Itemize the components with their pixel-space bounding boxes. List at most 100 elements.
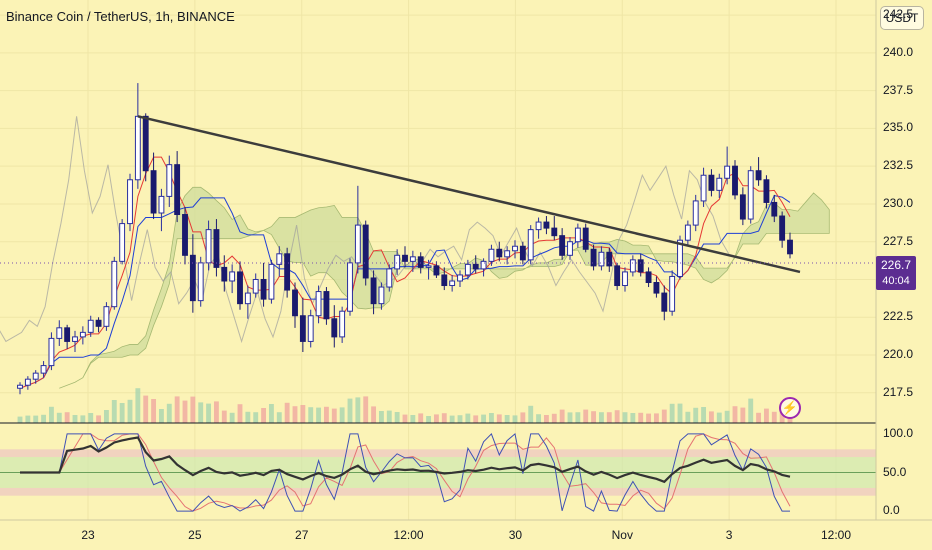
- candle-body: [362, 224, 369, 279]
- candle-body: [755, 170, 762, 181]
- candle-body: [17, 384, 23, 389]
- candle-body: [488, 248, 495, 262]
- volume-bar: [441, 413, 447, 423]
- candle-body: [779, 215, 786, 241]
- candle-body: [299, 315, 306, 342]
- candle-body: [771, 201, 778, 217]
- time-tick-label: 12:00: [393, 528, 424, 542]
- candle-body: [166, 164, 173, 197]
- candle-body: [645, 271, 652, 284]
- candle-body: [158, 195, 165, 214]
- cloud-area: [59, 186, 830, 389]
- volume-bar: [386, 410, 392, 423]
- lightning-icon[interactable]: ⚡: [779, 397, 801, 419]
- volume-bar: [394, 412, 400, 423]
- candle-body: [567, 241, 573, 256]
- candle-body: [229, 271, 236, 282]
- candle-body: [292, 289, 298, 317]
- candle-body: [205, 229, 212, 264]
- rsi-pane: [0, 432, 876, 512]
- volume-bar: [41, 414, 47, 423]
- volume-bar: [559, 409, 565, 423]
- candle-body: [307, 315, 314, 342]
- price-tick-label: 230.0: [883, 195, 914, 210]
- candle-body: [127, 179, 133, 225]
- candle-body: [747, 170, 754, 220]
- candle-body: [40, 365, 47, 374]
- currency-button[interactable]: USDT: [880, 6, 924, 30]
- volume-bar: [284, 402, 290, 423]
- candle-body: [197, 262, 204, 302]
- candle-body: [527, 229, 534, 261]
- volume-bar: [229, 412, 235, 423]
- candle-body: [174, 164, 181, 216]
- volume-bar: [33, 415, 39, 423]
- candle-body: [182, 214, 188, 256]
- candle-body: [692, 200, 699, 226]
- time-tick-label: 23: [81, 528, 95, 542]
- candlesticks: [17, 83, 793, 395]
- volume-bar: [520, 412, 526, 423]
- volume-bar: [528, 405, 534, 423]
- last-price-value: 226.7: [880, 258, 912, 272]
- candle-body: [433, 265, 440, 276]
- volume-bar: [371, 406, 377, 423]
- volume-bar: [111, 400, 117, 423]
- volume-bar: [433, 414, 439, 423]
- grid-lines: [0, 0, 876, 520]
- candle-body: [629, 259, 636, 273]
- price-tick-label: 242.5: [883, 7, 914, 22]
- volume-bar: [190, 396, 196, 423]
- candle-body: [315, 291, 322, 317]
- candle-body: [386, 268, 393, 288]
- candle-body: [551, 227, 558, 237]
- price-tick-label: 222.5: [883, 309, 914, 324]
- volume-bar: [221, 410, 227, 423]
- volume-bar: [323, 406, 329, 423]
- volume-bar: [771, 411, 777, 423]
- volume-bar: [48, 406, 54, 423]
- symbol-title: Binance Coin / TetherUS, 1h, BINANCE: [6, 9, 235, 24]
- volume-bar: [598, 412, 604, 423]
- candle-body: [142, 115, 149, 172]
- volume-bar: [716, 412, 722, 423]
- volume-bar: [64, 412, 70, 423]
- candle-body: [464, 263, 471, 276]
- volume-bar: [763, 408, 769, 423]
- candle-body: [284, 253, 291, 291]
- volume-bar: [677, 403, 683, 423]
- volume-bar: [449, 415, 455, 423]
- candle-body: [354, 224, 361, 264]
- candle-body: [512, 245, 518, 252]
- volume-bar: [685, 411, 691, 423]
- price-tick-label: 232.5: [883, 158, 914, 173]
- candle-body: [72, 336, 78, 342]
- volume-bar: [481, 414, 487, 423]
- rsi-line: [20, 436, 791, 484]
- candle-body: [402, 254, 408, 262]
- volume-bar: [496, 414, 502, 423]
- candle-body: [64, 327, 71, 342]
- volume-bar: [575, 412, 581, 423]
- candle-body: [150, 170, 157, 214]
- trendline: [137, 115, 801, 274]
- volume-bar: [292, 406, 298, 423]
- candle-body: [622, 271, 628, 287]
- volume-bar: [166, 403, 172, 423]
- candle-body: [79, 331, 86, 338]
- candle-body: [590, 248, 597, 267]
- candle-body: [48, 337, 55, 367]
- volume-bar: [638, 412, 644, 423]
- volume-bar: [693, 407, 699, 423]
- volume-bar: [308, 407, 314, 423]
- trendline-segment: [137, 115, 801, 274]
- candle-body: [323, 291, 330, 320]
- volume-bar: [96, 415, 102, 423]
- candle-body: [87, 319, 94, 333]
- bar-countdown: 40:04: [882, 275, 910, 287]
- candle-body: [425, 265, 432, 268]
- candle-body: [472, 263, 479, 270]
- volume-bar: [465, 413, 471, 423]
- candle-body: [739, 194, 746, 220]
